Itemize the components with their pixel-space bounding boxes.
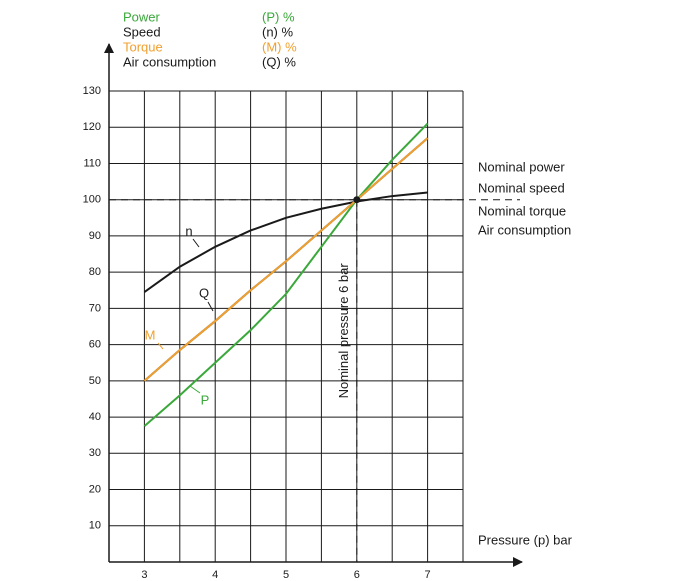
y-tick-label: 120 (83, 121, 101, 133)
curve-label: Q (199, 285, 209, 300)
annotation: Air consumption (478, 222, 571, 237)
y-tick-label: 110 (83, 157, 101, 169)
y-tick-label: 40 (89, 411, 101, 423)
legend-symbol: (M) % (262, 39, 297, 54)
x-axis-label: Pressure (p) bar (478, 532, 573, 547)
series-line (143, 137, 429, 382)
y-tick-label: 30 (89, 447, 101, 459)
x-tick-label: 5 (283, 569, 289, 581)
y-tick-label: 20 (89, 483, 101, 495)
reference-point (353, 196, 361, 204)
series-line (143, 122, 429, 427)
legend-name: Power (123, 9, 161, 24)
curve-label: P (201, 392, 210, 407)
legend-name: Speed (123, 24, 161, 39)
y-tick-label: 60 (89, 339, 101, 351)
curve-label-leader (189, 385, 201, 394)
legend-symbol: (P) % (262, 9, 295, 24)
annotation: Nominal power (478, 159, 565, 174)
y-tick-label: 80 (89, 266, 101, 278)
y-tick-label: 70 (89, 302, 101, 314)
x-tick-label: 7 (425, 569, 431, 581)
x-tick-label: 4 (212, 569, 218, 581)
curve-label-leader (207, 301, 214, 312)
legend-symbol: (Q) % (262, 54, 296, 69)
y-tick-label: 90 (89, 230, 101, 242)
annotation: Nominal torque (478, 203, 566, 218)
legend-symbol: (n) % (262, 24, 294, 39)
y-tick-label: 130 (83, 85, 101, 97)
legend-name: Air consumption (123, 54, 216, 69)
legend-name: Torque (123, 39, 163, 54)
y-tick-label: 50 (89, 375, 101, 387)
y-tick-label: 10 (89, 520, 101, 532)
y-tick-label: 100 (83, 194, 101, 206)
x-tick-label: 6 (354, 569, 360, 581)
reference-label: Nominal pressure 6 bar (336, 263, 351, 399)
curve-label: M (145, 327, 156, 342)
series-line (143, 191, 428, 293)
curve-label: n (185, 223, 192, 238)
curve-label-leader (157, 342, 164, 350)
annotation: Nominal speed (478, 180, 565, 195)
curve-label-leader (192, 238, 200, 248)
x-tick-label: 3 (141, 569, 147, 581)
